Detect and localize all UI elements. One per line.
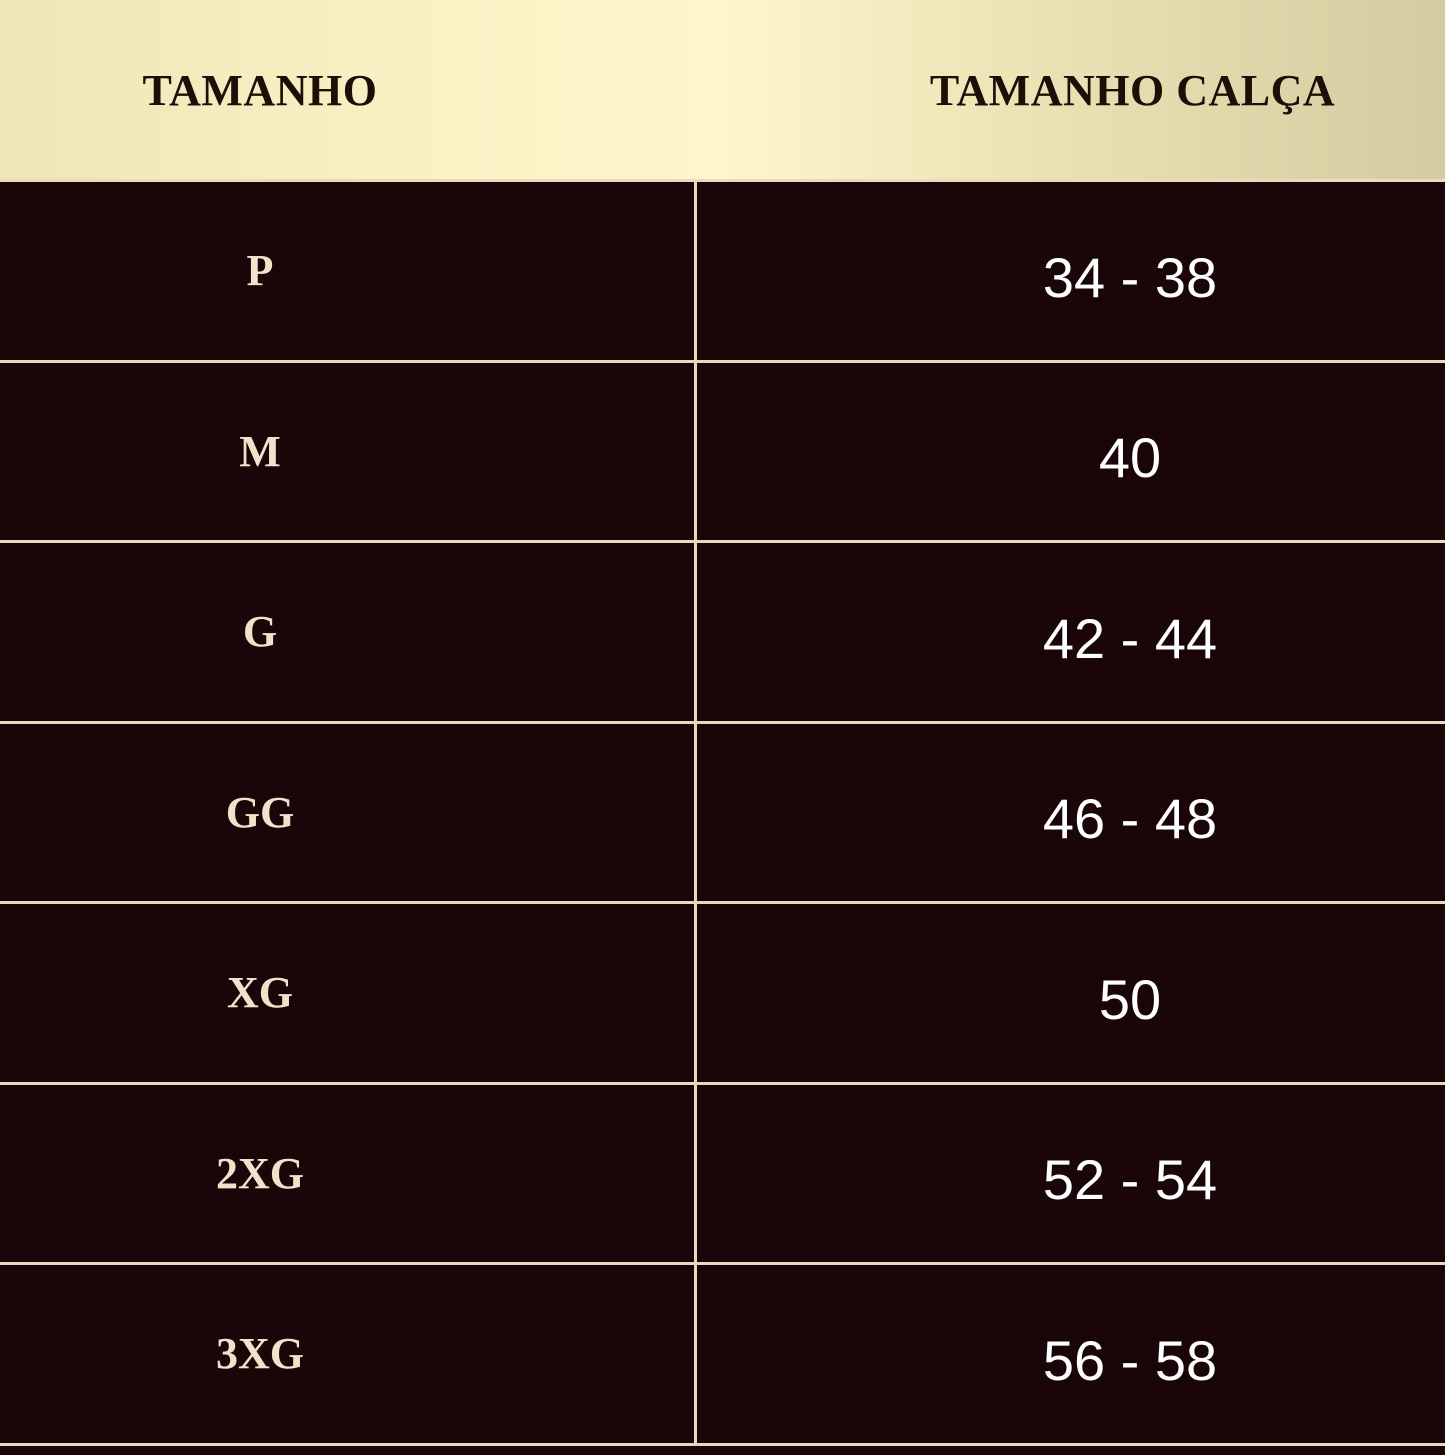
column-divider	[694, 182, 697, 1445]
table-row: GG 46 - 48	[0, 724, 1445, 904]
size-cell: G	[242, 607, 278, 656]
pants-size-cell: 56 - 58	[1042, 1328, 1218, 1392]
pants-size-cell: 40	[1098, 426, 1162, 489]
table-row: 3XG 56 - 58	[0, 1265, 1445, 1446]
table-row: XG 50	[0, 904, 1445, 1085]
pants-size-cell: 34 - 38	[1042, 245, 1218, 309]
size-cell: M	[239, 426, 281, 476]
pants-size-cell: 50	[1098, 967, 1162, 1031]
size-cell: P	[246, 246, 274, 295]
size-cell: GG	[225, 787, 295, 837]
table-row: P 34 - 38	[0, 182, 1445, 363]
size-cell: 3XG	[216, 1329, 304, 1378]
pants-size-cell: 52 - 54	[1042, 1148, 1218, 1211]
pants-size-cell: 46 - 48	[1042, 787, 1218, 850]
table-header: TAMANHO TAMANHO CALÇA	[0, 0, 1445, 182]
header-size: TAMANHO	[142, 65, 378, 115]
table-row: G 42 - 44	[0, 543, 1445, 724]
header-pants-size: TAMANHO CALÇA	[929, 65, 1336, 115]
pants-size-cell: 42 - 44	[1042, 606, 1218, 670]
size-cell: XG	[227, 968, 293, 1017]
table-row: M 40	[0, 363, 1445, 543]
table-row: 2XG 52 - 54	[0, 1085, 1445, 1265]
size-cell: 2XG	[216, 1148, 304, 1198]
